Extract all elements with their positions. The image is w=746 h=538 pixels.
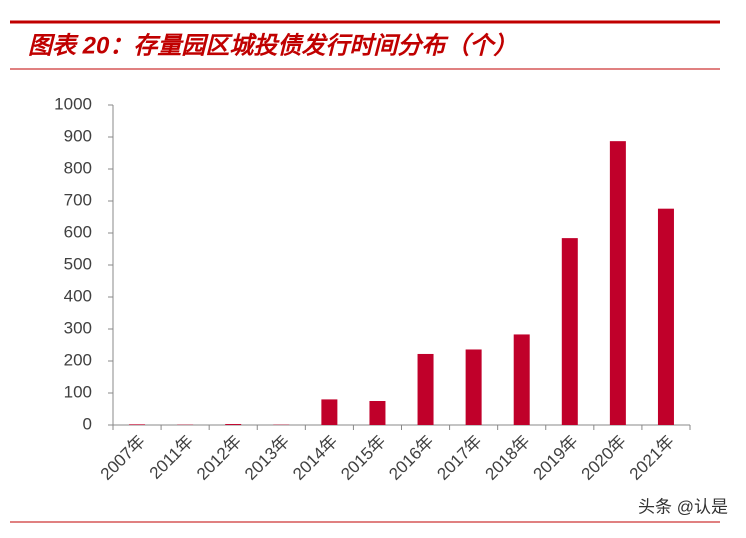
- y-tick-label: 200: [64, 350, 92, 369]
- x-tick-label: 2021年: [626, 432, 678, 484]
- y-tick-label: 100: [64, 382, 92, 401]
- y-tick-label: 0: [83, 414, 92, 433]
- bar: [225, 424, 241, 425]
- y-tick-label: 300: [64, 318, 92, 337]
- chart-title: 图表 20：存量园区城投债发行时间分布（个）: [28, 31, 517, 59]
- y-tick-label: 1000: [54, 94, 92, 113]
- y-tick-label: 900: [64, 126, 92, 145]
- bar: [562, 238, 578, 425]
- bar: [514, 334, 530, 425]
- x-tick-label: 2018年: [482, 432, 534, 484]
- y-tick-label: 500: [64, 254, 92, 273]
- x-tick-label: 2016年: [385, 432, 437, 484]
- bar: [418, 354, 434, 425]
- bar: [369, 401, 385, 425]
- bar: [610, 141, 626, 425]
- bar: [658, 209, 674, 425]
- x-tick-label: 2017年: [433, 432, 485, 484]
- bar: [129, 424, 145, 425]
- y-tick-label: 400: [64, 286, 92, 305]
- x-tick-label: 2011年: [146, 432, 197, 483]
- x-tick-label: 2014年: [289, 432, 341, 484]
- watermark: 头条 @认是: [638, 497, 728, 516]
- x-tick-label: 2013年: [241, 432, 293, 484]
- y-tick-label: 700: [64, 190, 92, 209]
- x-tick-label: 2015年: [337, 432, 389, 484]
- x-tick-label: 2007年: [97, 432, 149, 484]
- bar: [466, 349, 482, 425]
- y-tick-label: 600: [64, 222, 92, 241]
- x-tick-label: 2020年: [578, 432, 630, 484]
- bar: [321, 399, 337, 425]
- x-tick-label: 2012年: [193, 432, 245, 484]
- y-tick-label: 800: [64, 158, 92, 177]
- x-tick-label: 2019年: [530, 432, 582, 484]
